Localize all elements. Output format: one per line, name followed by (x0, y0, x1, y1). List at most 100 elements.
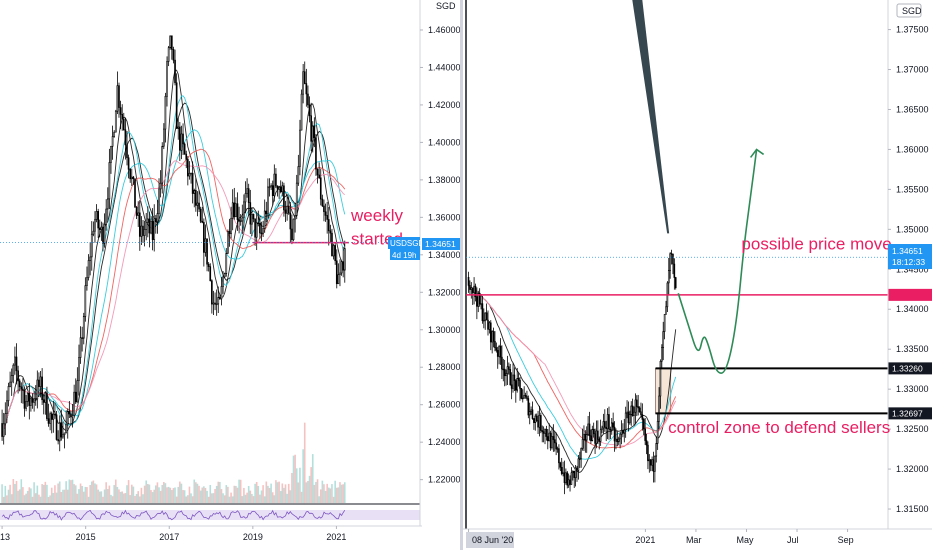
daily-price-tick-label: 1.36500 (896, 104, 929, 114)
candle-body (648, 459, 651, 462)
weekly-price-axis[interactable]: 1.46000 1.44000 1.42000 1.40000 1.38000 1.360… (420, 25, 461, 485)
candle-body (143, 229, 146, 236)
candle-body (151, 221, 154, 240)
panel-divider[interactable] (460, 0, 463, 550)
volume-bar (129, 495, 131, 503)
candle-body (535, 415, 538, 421)
candle-body (303, 71, 306, 84)
candle-body (483, 319, 485, 322)
candle-body (228, 231, 231, 235)
candle-body (113, 131, 116, 137)
volume-bar (116, 486, 119, 503)
volume-bar (185, 496, 188, 503)
volume-bar (55, 492, 58, 503)
candle-body (255, 222, 258, 238)
candle-body (476, 296, 478, 307)
volume-bar (299, 467, 301, 503)
volume-bar (17, 490, 19, 503)
candle-body (549, 432, 552, 449)
candle-body (649, 459, 652, 466)
candle-body (196, 202, 199, 206)
candle-body (177, 126, 180, 129)
rsi-line (1, 509, 346, 521)
candle-body (674, 277, 677, 289)
volume-bar (26, 490, 29, 503)
daily-time-axis[interactable]: 08 Jun '20 2021 Mar May Jul Sep (466, 529, 854, 548)
volume-bar (270, 483, 272, 503)
candle-body (185, 153, 188, 160)
candle-body (28, 392, 31, 406)
candle-body (217, 296, 220, 305)
daily-currency-label: SGD (902, 6, 922, 16)
weekly-time-tick-label: 2017 (159, 532, 179, 542)
volume-bar (137, 491, 140, 503)
candle-body (494, 341, 496, 348)
volume-bar (86, 487, 88, 503)
candle-body (127, 157, 130, 170)
volume-bar (262, 485, 264, 503)
candle-body (558, 448, 560, 464)
candle-body (612, 422, 614, 428)
candle-body (225, 252, 228, 274)
candle-body (122, 118, 125, 131)
daily-chart-panel[interactable]: 1.33260 1.32697 SGD 1.37500 1.37000 1.36500… (463, 0, 932, 550)
projected-price-path[interactable] (677, 149, 758, 374)
candle-body (597, 430, 599, 440)
volume-bar (145, 480, 148, 503)
trend-wedge-drawing[interactable] (632, 0, 670, 234)
candle-body (65, 423, 67, 434)
candle-body (169, 35, 172, 49)
volume-bar (122, 493, 125, 503)
candle-body (159, 182, 162, 190)
volume-bar (114, 479, 117, 503)
candle-body (602, 421, 605, 429)
candle-body (241, 217, 244, 222)
candle-body (209, 266, 212, 282)
candle-body (148, 218, 151, 234)
candle-body (617, 438, 620, 443)
candle-body (223, 273, 226, 278)
volume-bar (134, 495, 136, 503)
candle-body (631, 405, 634, 416)
candle-body (257, 222, 260, 224)
volume-bar (121, 491, 123, 503)
candle-body (161, 145, 164, 184)
volume-bar (223, 495, 226, 503)
volume-bar (220, 489, 223, 503)
candle-body (289, 212, 292, 230)
candle-body (126, 144, 128, 159)
candle-body (624, 412, 627, 431)
weekly-time-axis[interactable]: 13 2015 2017 2019 2021 (0, 526, 346, 542)
candle-body (247, 188, 250, 203)
daily-chart-background (463, 0, 932, 550)
volume-bar (236, 487, 239, 503)
candle-body (315, 137, 317, 170)
weekly-price-tick-label: 1.46000 (428, 25, 461, 35)
candle-body (108, 162, 111, 200)
candle-body (576, 467, 578, 471)
candle-body (329, 230, 332, 234)
candle-body (41, 376, 43, 401)
weekly-chart-panel[interactable]: SGD 1.460001.440001.420001.400001.380001… (0, 0, 461, 550)
candle-body (573, 470, 576, 478)
candle-body (327, 219, 330, 232)
weekly-last-price-tag: 1.34651 (425, 239, 456, 249)
volume-bar (193, 479, 196, 503)
candle-body (270, 185, 272, 188)
candle-body (610, 422, 613, 431)
candle-body (321, 198, 324, 207)
volume-bar (243, 487, 245, 503)
daily-price-axis[interactable]: 1.37500 1.37000 1.36500 1.36000 1.35500 1.350… (888, 25, 929, 514)
candle-body (591, 428, 594, 442)
candle-body (206, 238, 208, 265)
volume-bar (222, 493, 224, 503)
weekly-price-tick-label: 1.40000 (428, 137, 461, 147)
candle-body (502, 368, 505, 371)
candle-body (640, 411, 642, 415)
candle-body (142, 225, 144, 236)
daily-level-price-tag-bg (888, 407, 932, 420)
candle-body (559, 462, 562, 468)
candle-body (580, 448, 582, 460)
candle-body (283, 185, 285, 211)
candle-body (542, 431, 545, 434)
